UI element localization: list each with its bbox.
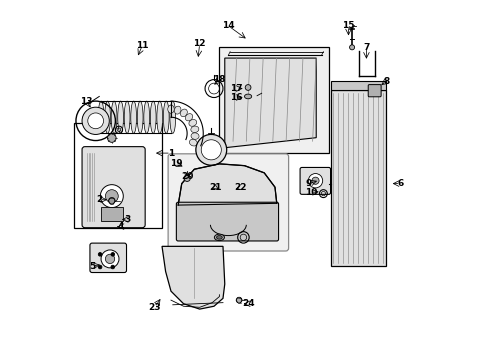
FancyBboxPatch shape	[168, 154, 288, 251]
Circle shape	[105, 190, 118, 203]
Polygon shape	[178, 164, 276, 205]
Text: 16: 16	[230, 93, 243, 102]
Text: 6: 6	[397, 179, 403, 188]
Text: 10: 10	[304, 188, 316, 197]
Bar	[101, 207, 122, 221]
FancyBboxPatch shape	[300, 167, 330, 194]
Circle shape	[107, 134, 116, 142]
Text: 17: 17	[230, 84, 243, 93]
Circle shape	[111, 265, 114, 269]
Circle shape	[183, 175, 190, 181]
Text: 18: 18	[213, 75, 225, 84]
Text: 21: 21	[208, 183, 221, 192]
Ellipse shape	[216, 235, 222, 239]
Ellipse shape	[185, 114, 192, 121]
Ellipse shape	[180, 109, 187, 117]
Text: 22: 22	[234, 183, 246, 192]
FancyBboxPatch shape	[367, 85, 380, 97]
Text: 4: 4	[117, 222, 124, 231]
Ellipse shape	[244, 94, 251, 99]
Text: 13: 13	[81, 96, 93, 105]
Ellipse shape	[143, 101, 149, 134]
Circle shape	[244, 85, 250, 90]
FancyBboxPatch shape	[82, 147, 145, 228]
Text: 8: 8	[382, 77, 388, 86]
Ellipse shape	[104, 101, 110, 134]
Ellipse shape	[191, 133, 199, 139]
Text: 7: 7	[363, 43, 369, 52]
Text: 19: 19	[170, 159, 183, 168]
Ellipse shape	[118, 101, 123, 134]
Circle shape	[101, 250, 119, 268]
Ellipse shape	[163, 101, 169, 134]
Ellipse shape	[98, 101, 104, 134]
Ellipse shape	[111, 101, 117, 134]
Ellipse shape	[157, 101, 163, 134]
Circle shape	[308, 174, 322, 188]
Text: 20: 20	[181, 172, 193, 181]
Ellipse shape	[167, 105, 174, 113]
Circle shape	[236, 297, 242, 303]
Ellipse shape	[130, 101, 136, 134]
Ellipse shape	[174, 106, 181, 114]
Text: 5: 5	[89, 262, 95, 271]
Circle shape	[100, 185, 123, 208]
Circle shape	[88, 113, 103, 129]
Circle shape	[98, 253, 102, 256]
Ellipse shape	[188, 120, 196, 126]
Ellipse shape	[214, 234, 224, 240]
Bar	[330, 81, 386, 90]
Bar	[219, 47, 328, 153]
Polygon shape	[162, 246, 224, 309]
Circle shape	[196, 134, 226, 165]
Circle shape	[111, 253, 114, 256]
Ellipse shape	[169, 101, 175, 134]
Text: 3: 3	[124, 215, 131, 224]
Text: 12: 12	[193, 39, 205, 48]
Ellipse shape	[124, 101, 130, 134]
Bar	[74, 123, 162, 228]
Ellipse shape	[190, 126, 199, 132]
Text: 2: 2	[96, 195, 102, 204]
Text: 15: 15	[342, 21, 354, 30]
Bar	[330, 90, 386, 266]
Circle shape	[201, 140, 221, 160]
Text: 1: 1	[167, 149, 174, 158]
Text: 24: 24	[241, 299, 254, 308]
Circle shape	[98, 265, 102, 269]
Text: 9: 9	[305, 179, 312, 188]
Circle shape	[349, 45, 354, 50]
FancyBboxPatch shape	[176, 202, 278, 241]
FancyBboxPatch shape	[90, 243, 126, 273]
Circle shape	[108, 198, 115, 204]
Ellipse shape	[137, 101, 143, 134]
Text: 23: 23	[148, 303, 161, 312]
Ellipse shape	[150, 101, 156, 134]
Circle shape	[105, 254, 115, 264]
Circle shape	[82, 107, 109, 134]
Circle shape	[311, 177, 319, 184]
Text: 14: 14	[222, 21, 234, 30]
Polygon shape	[224, 58, 316, 148]
Ellipse shape	[189, 139, 197, 146]
Text: 11: 11	[136, 41, 148, 50]
